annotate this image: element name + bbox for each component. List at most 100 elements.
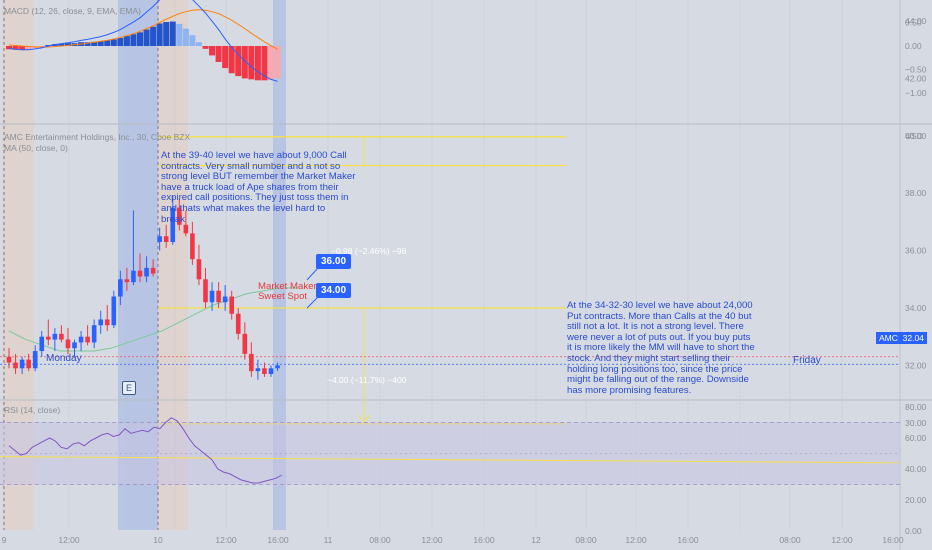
- ma50-line: [8, 287, 298, 352]
- time-axis-tick: 16:00: [473, 535, 495, 545]
- candle: [137, 253, 143, 283]
- time-axis-tick: 16:00: [267, 535, 289, 545]
- candle: [209, 282, 215, 311]
- rsi-axis-tick: 60.00: [905, 433, 927, 443]
- candle: [275, 362, 280, 372]
- candle-body: [209, 290, 215, 303]
- candle-body: [268, 368, 274, 375]
- candle: [190, 221, 195, 265]
- macd-histogram-bar: [150, 26, 157, 46]
- candle: [203, 267, 208, 308]
- candle: [65, 328, 71, 354]
- candle-body: [118, 279, 123, 297]
- macd-histogram-bar: [209, 46, 216, 56]
- candle: [229, 290, 234, 320]
- currency-label: USD: [905, 131, 923, 141]
- macd-histogram-bar: [117, 38, 124, 46]
- candle-body: [163, 236, 169, 242]
- candle: [183, 210, 189, 237]
- candle-body: [249, 353, 254, 372]
- measure-down-label: −4.00 (−11.7%) −400: [327, 375, 407, 385]
- candle: [32, 345, 38, 372]
- candle-body: [78, 336, 84, 343]
- time-axis-tick: 12:00: [58, 535, 80, 545]
- time-axis-tick: 12:00: [421, 535, 443, 545]
- ma-legend: MA (50, close, 0): [4, 143, 68, 153]
- macd-histogram-bar: [64, 43, 71, 46]
- candle-body: [190, 233, 195, 260]
- macd-legend: MACD (12, 26, close, 9, EMA, EMA): [4, 6, 141, 16]
- candle-body: [124, 279, 130, 283]
- calls-annotation[interactable]: At the 39-40 level we have about 9,000 C…: [161, 150, 356, 225]
- macd-histogram-bar: [169, 21, 176, 46]
- macd-axis-tick: −1.00: [905, 88, 927, 98]
- time-axis-tick: 08:00: [369, 535, 391, 545]
- candle: [39, 330, 45, 357]
- macd-histogram-bar: [123, 36, 130, 46]
- candle-body: [170, 207, 176, 242]
- candle: [118, 270, 123, 306]
- candle: [59, 325, 64, 343]
- sweet-spot-annotation[interactable]: Market Maker Sweet Spot: [258, 281, 317, 302]
- candle-body: [104, 319, 110, 326]
- candle-body: [32, 351, 38, 369]
- macd-signal-line: [8, 9, 278, 50]
- price-legend: AMC Entertainment Holdings, Inc., 30, Cb…: [4, 132, 191, 142]
- candle: [104, 305, 110, 331]
- price-axis-tick: 34.00: [905, 303, 927, 313]
- macd-histogram-bar: [248, 46, 255, 80]
- friday-label: Friday: [793, 355, 821, 366]
- macd-histogram-bar: [274, 46, 281, 78]
- candle-body: [137, 270, 143, 277]
- candle-body: [144, 267, 149, 277]
- time-axis-tick: 12:00: [625, 535, 647, 545]
- candle-body: [111, 296, 117, 326]
- macd-axis-tick: 0.50: [905, 18, 922, 28]
- candle-body: [203, 279, 208, 303]
- price-tag-34[interactable]: 34.00: [316, 283, 352, 298]
- rsi-axis-tick: 20.00: [905, 495, 927, 505]
- macd-histogram-bar: [215, 46, 222, 62]
- candle-body: [235, 313, 241, 334]
- macd-axis-tick: 0.00: [905, 41, 922, 51]
- measure-up-label: −0.98 (−2.46%) −98: [331, 246, 407, 256]
- price-tag-36[interactable]: 36.00: [316, 254, 352, 269]
- rsi-axis-tick: 80.00: [905, 402, 927, 412]
- candle: [98, 310, 103, 334]
- candle-body: [72, 342, 77, 349]
- candle-body: [52, 333, 58, 340]
- candle: [235, 308, 241, 340]
- monday-label: Monday: [46, 353, 82, 364]
- candle: [91, 319, 97, 349]
- time-axis-tick: 12: [531, 535, 541, 545]
- time-axis-tick: 16:00: [677, 535, 699, 545]
- macd-histogram-bar: [163, 22, 170, 46]
- candle-body: [26, 359, 31, 369]
- macd-histogram-bar: [110, 39, 117, 46]
- price-axis-tick: 44.00: [905, 16, 927, 26]
- macd-histogram-bar: [189, 35, 196, 46]
- candle: [157, 227, 162, 251]
- macd-histogram-bar: [182, 28, 189, 46]
- current-price-symbol: AMC: [879, 333, 898, 343]
- candle-body: [19, 359, 25, 369]
- macd-histogram-bar: [104, 40, 111, 46]
- macd-histogram-bar: [235, 46, 242, 77]
- earnings-icon[interactable]: E: [122, 381, 136, 395]
- rsi-legend: RSI (14, close): [4, 405, 61, 415]
- macd-histogram-bar: [6, 46, 12, 50]
- macd-histogram-bar: [156, 23, 163, 46]
- time-axis-tick: 10: [153, 535, 163, 545]
- candle: [26, 353, 31, 372]
- candle: [249, 342, 254, 377]
- rsi-line: [8, 417, 282, 484]
- candle: [242, 322, 248, 360]
- candle-body: [85, 336, 90, 343]
- macd-histogram-bar: [176, 23, 183, 46]
- macd-histogram-bar: [222, 46, 229, 69]
- macd-histogram-bar: [91, 41, 98, 46]
- puts-annotation[interactable]: At the 34-32-30 level we have about 24,0…: [567, 300, 755, 396]
- price-axis-tick: 42.00: [905, 73, 927, 83]
- candle: [268, 365, 274, 377]
